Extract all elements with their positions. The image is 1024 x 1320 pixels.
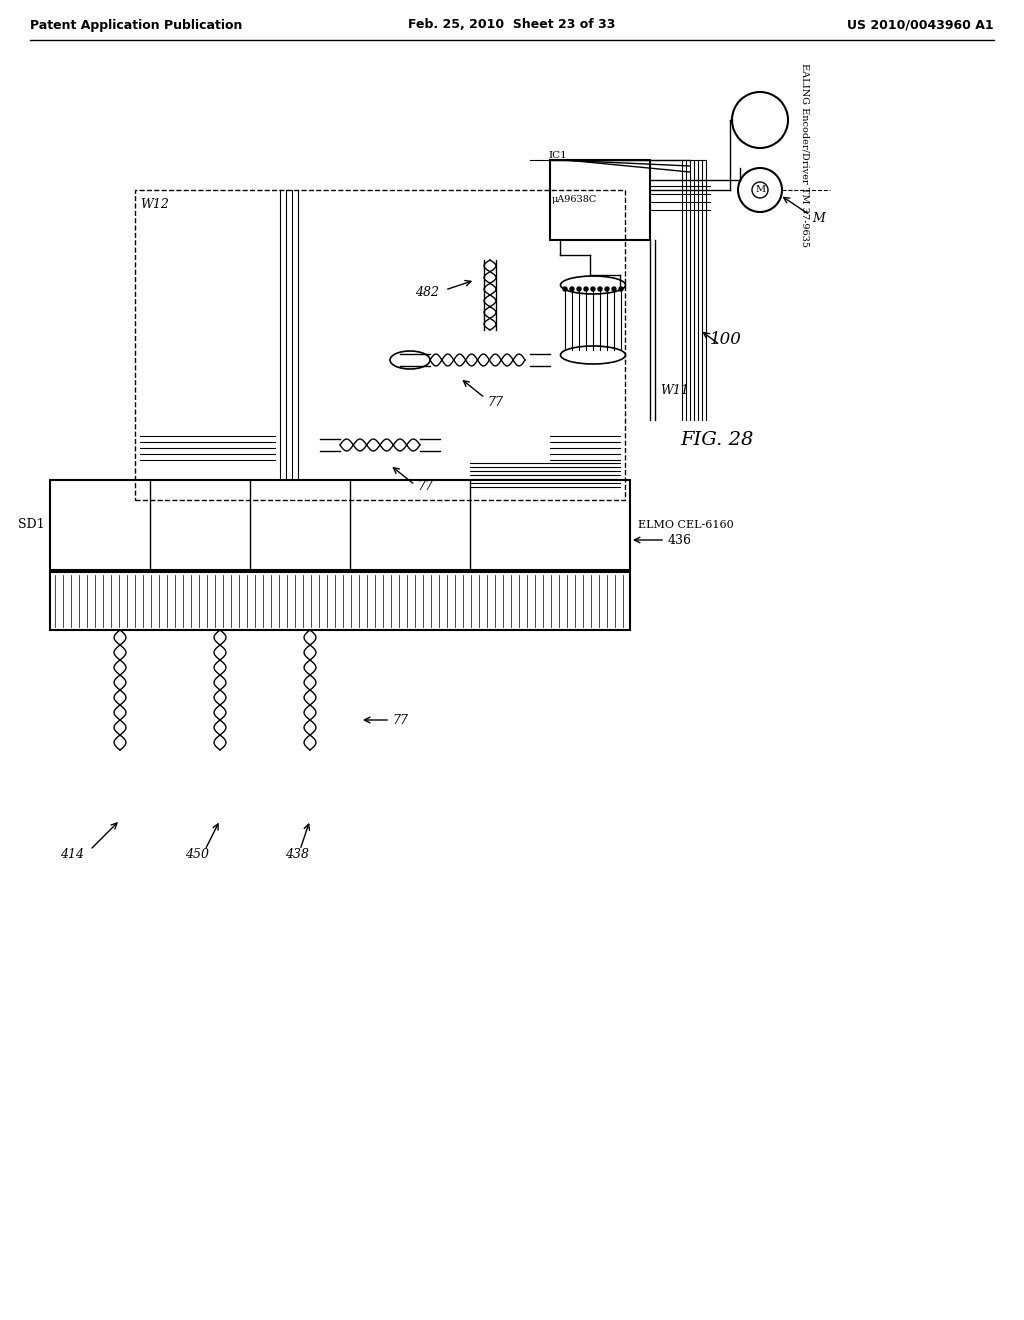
Text: 482: 482 bbox=[415, 285, 439, 298]
Circle shape bbox=[605, 286, 609, 290]
Text: EALING Encoder/Driver TM 37-9635: EALING Encoder/Driver TM 37-9635 bbox=[800, 63, 809, 247]
Text: Feb. 25, 2010  Sheet 23 of 33: Feb. 25, 2010 Sheet 23 of 33 bbox=[409, 18, 615, 32]
Circle shape bbox=[570, 286, 574, 290]
Text: W11: W11 bbox=[660, 384, 689, 396]
Circle shape bbox=[584, 286, 588, 290]
Circle shape bbox=[598, 286, 602, 290]
Circle shape bbox=[612, 286, 616, 290]
Text: 100: 100 bbox=[710, 331, 741, 348]
Text: 436: 436 bbox=[668, 533, 692, 546]
Text: 438: 438 bbox=[285, 849, 309, 862]
Circle shape bbox=[591, 286, 595, 290]
Text: FIG. 28: FIG. 28 bbox=[680, 432, 754, 449]
Bar bbox=[135, 190, 625, 500]
Text: M: M bbox=[755, 186, 765, 194]
Text: M: M bbox=[812, 211, 824, 224]
Text: IC1: IC1 bbox=[548, 150, 566, 160]
Circle shape bbox=[752, 182, 768, 198]
Circle shape bbox=[618, 286, 623, 290]
Text: US 2010/0043960 A1: US 2010/0043960 A1 bbox=[848, 18, 994, 32]
Text: 77: 77 bbox=[392, 714, 408, 726]
Circle shape bbox=[563, 286, 567, 290]
Text: 77: 77 bbox=[417, 480, 433, 494]
Bar bbox=[50, 480, 630, 570]
Text: ELMO CEL-6160: ELMO CEL-6160 bbox=[638, 520, 734, 531]
Circle shape bbox=[577, 286, 581, 290]
Text: 414: 414 bbox=[60, 849, 84, 862]
Bar bbox=[50, 572, 630, 630]
Bar bbox=[550, 160, 650, 240]
Text: μA9638C: μA9638C bbox=[552, 195, 597, 205]
Text: SD1: SD1 bbox=[18, 519, 45, 532]
Text: Patent Application Publication: Patent Application Publication bbox=[30, 18, 243, 32]
Circle shape bbox=[732, 92, 788, 148]
Text: W12: W12 bbox=[140, 198, 169, 211]
Text: 450: 450 bbox=[185, 849, 209, 862]
Circle shape bbox=[738, 168, 782, 213]
Text: 77: 77 bbox=[487, 396, 503, 408]
